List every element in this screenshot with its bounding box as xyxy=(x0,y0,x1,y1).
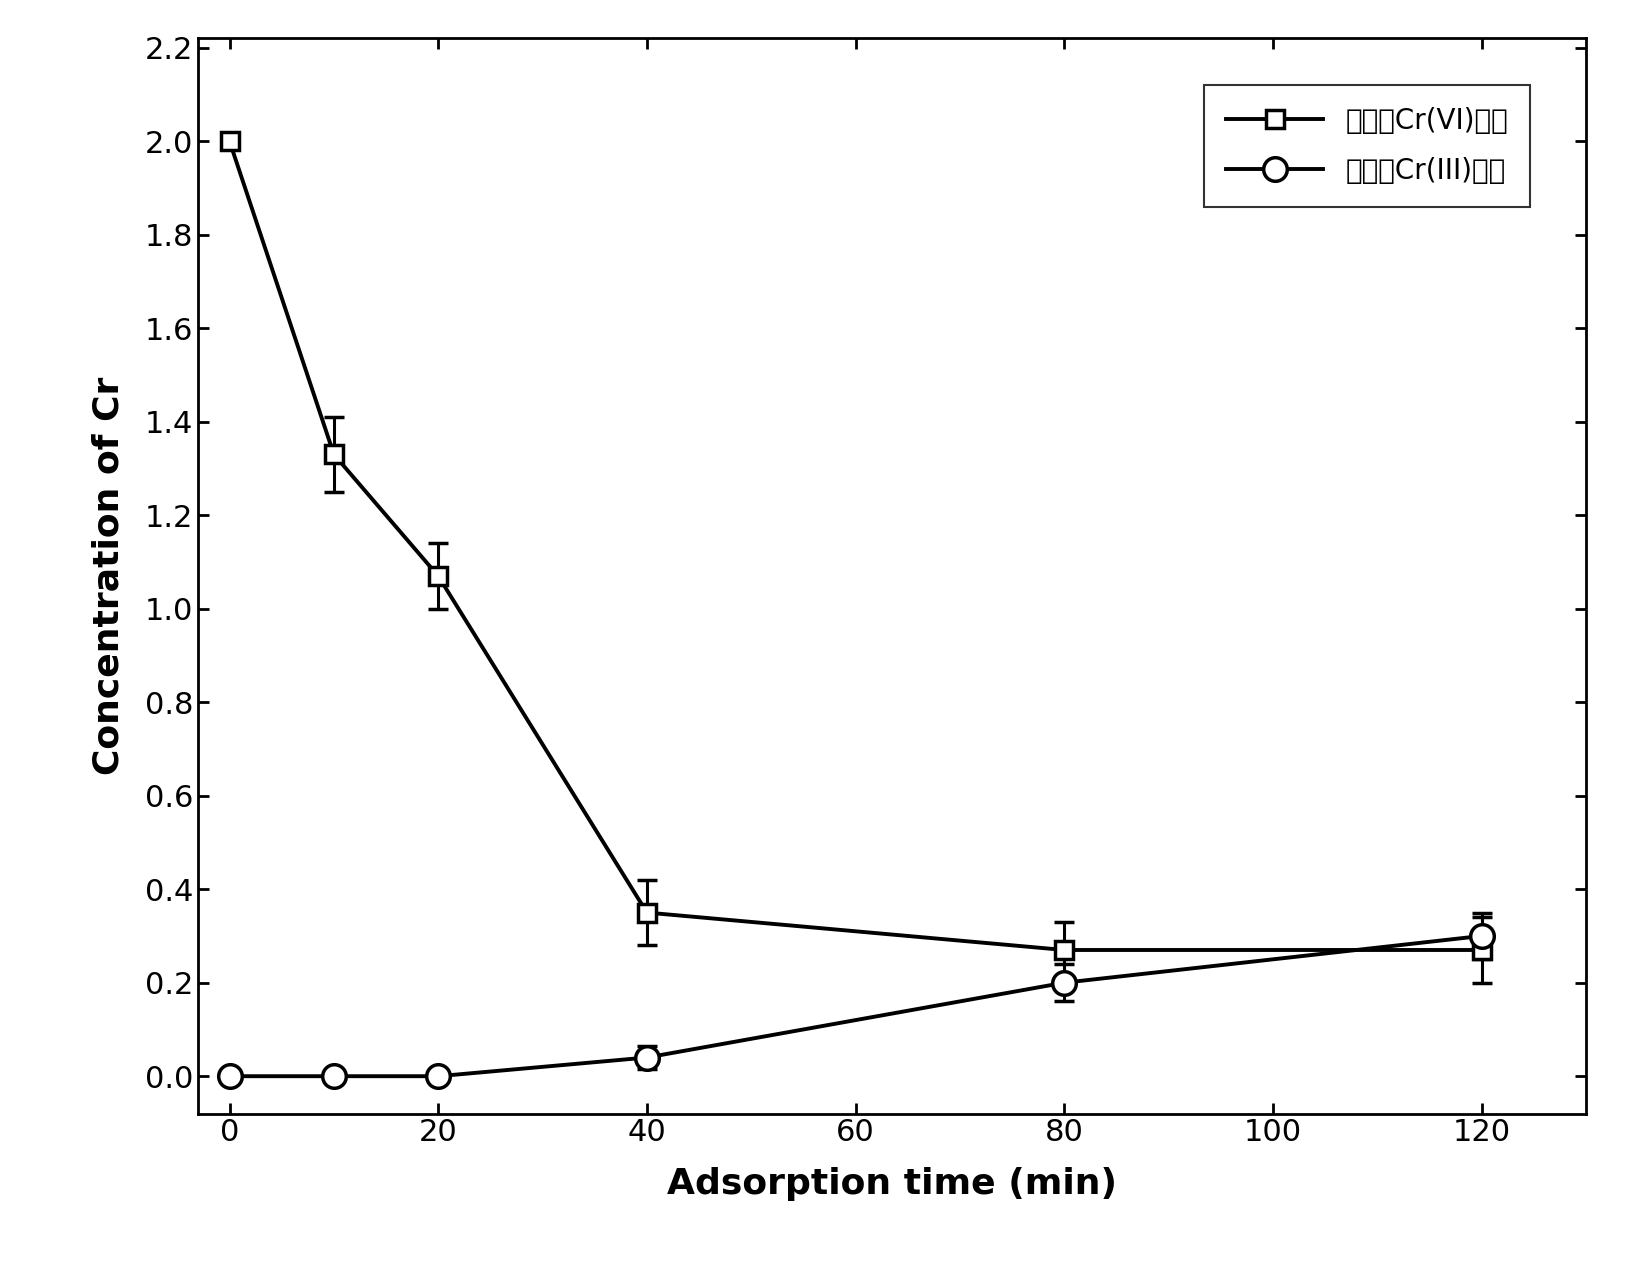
X-axis label: Adsorption time (min): Adsorption time (min) xyxy=(667,1167,1117,1201)
Y-axis label: Concentration of Cr: Concentration of Cr xyxy=(91,376,126,776)
Legend: 溶液中Cr(VI)浓度, 溶液中Cr(III)浓度: 溶液中Cr(VI)浓度, 溶液中Cr(III)浓度 xyxy=(1204,84,1530,207)
